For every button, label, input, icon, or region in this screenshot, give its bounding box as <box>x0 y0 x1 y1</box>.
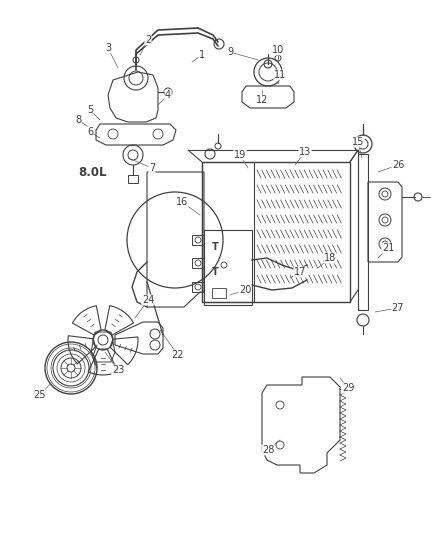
Text: 13: 13 <box>299 147 311 157</box>
Text: 24: 24 <box>142 295 154 305</box>
Text: 16: 16 <box>176 197 188 207</box>
Text: 17: 17 <box>294 267 306 277</box>
Text: 8.0L: 8.0L <box>78 166 106 180</box>
Text: 26: 26 <box>392 160 404 170</box>
Text: 11: 11 <box>274 70 286 80</box>
Text: 19: 19 <box>234 150 246 160</box>
Bar <box>192 235 204 245</box>
Bar <box>358 154 368 310</box>
Text: 3: 3 <box>105 43 111 53</box>
Text: T: T <box>212 267 219 277</box>
Text: 25: 25 <box>34 390 46 400</box>
Text: 10: 10 <box>272 45 284 55</box>
Bar <box>192 282 204 292</box>
Text: T: T <box>212 242 219 252</box>
Text: 8: 8 <box>75 115 81 125</box>
Text: 20: 20 <box>239 285 251 295</box>
Bar <box>212 288 226 298</box>
Text: 27: 27 <box>392 303 404 313</box>
Bar <box>202 162 254 302</box>
Text: 23: 23 <box>112 365 124 375</box>
Bar <box>204 230 252 305</box>
Bar <box>192 258 204 268</box>
Text: 22: 22 <box>172 350 184 360</box>
Text: 7: 7 <box>149 163 155 173</box>
Bar <box>128 175 138 183</box>
Text: 6: 6 <box>87 127 93 137</box>
Text: 15: 15 <box>352 137 364 147</box>
Bar <box>202 162 350 302</box>
Text: 1: 1 <box>199 50 205 60</box>
Text: 29: 29 <box>342 383 354 393</box>
Text: 18: 18 <box>324 253 336 263</box>
Text: 5: 5 <box>87 105 93 115</box>
Text: 12: 12 <box>256 95 268 105</box>
Text: 2: 2 <box>145 35 151 45</box>
Text: 21: 21 <box>382 243 394 253</box>
Text: 9: 9 <box>227 47 233 57</box>
Text: 28: 28 <box>262 445 274 455</box>
Text: 4: 4 <box>165 90 171 100</box>
